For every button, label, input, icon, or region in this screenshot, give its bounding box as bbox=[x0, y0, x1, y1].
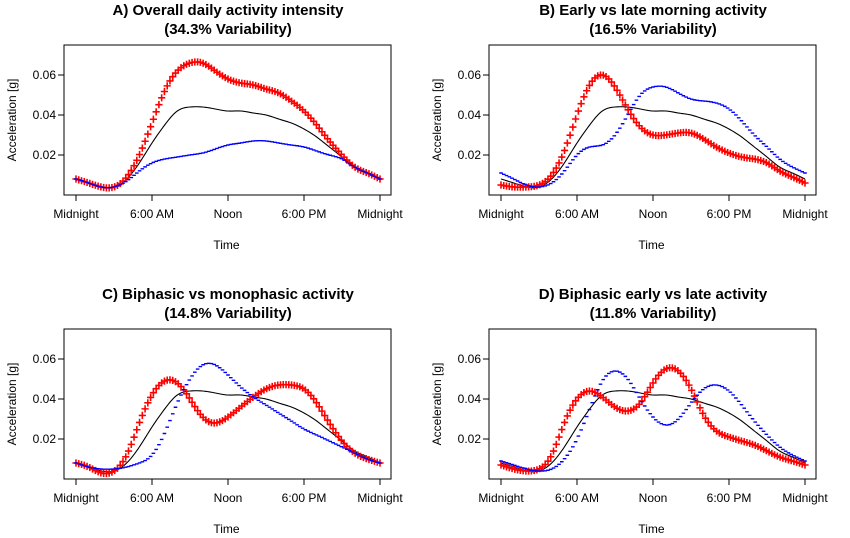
minus-markers bbox=[499, 370, 807, 472]
minus-markers bbox=[499, 85, 807, 188]
series-plus bbox=[497, 71, 809, 191]
y-axis-label: Acceleration [g] bbox=[5, 79, 19, 162]
mean-line bbox=[500, 390, 806, 473]
panel-3: C) Biphasic vs monophasic activity (14.8%… bbox=[5, 286, 403, 536]
y-tick-label: 0.04 bbox=[458, 108, 482, 122]
y-tick-label: 0.06 bbox=[33, 352, 57, 366]
plus-markers bbox=[497, 364, 809, 475]
series-plus bbox=[497, 364, 809, 475]
y-axis-label: Acceleration [g] bbox=[430, 363, 444, 446]
y-tick-label: 0.04 bbox=[458, 392, 482, 406]
y-tick-label: 0.06 bbox=[33, 68, 57, 82]
series-mean bbox=[500, 106, 806, 189]
y-tick-label: 0.04 bbox=[33, 392, 57, 406]
series-mean bbox=[75, 390, 381, 473]
x-tick-label: 6:00 AM bbox=[130, 491, 174, 505]
series-minus bbox=[499, 370, 807, 472]
x-tick-label: 6:00 PM bbox=[282, 491, 327, 505]
mean-line bbox=[75, 390, 381, 473]
series-mean bbox=[500, 390, 806, 473]
x-axis-label: Time bbox=[213, 238, 240, 252]
x-tick-label: Midnight bbox=[357, 491, 403, 505]
panel-title: A) Overall daily activity intensity bbox=[113, 2, 345, 19]
x-tick-label: 6:00 PM bbox=[282, 207, 327, 221]
plus-markers bbox=[72, 58, 384, 192]
plus-markers bbox=[497, 71, 809, 191]
y-tick-label: 0.02 bbox=[33, 148, 57, 162]
x-tick-label: 6:00 AM bbox=[555, 207, 599, 221]
panel-1: A) Overall daily activity intensity (34.3… bbox=[5, 2, 403, 252]
plot-frame bbox=[488, 44, 817, 196]
x-tick-label: Midnight bbox=[782, 207, 828, 221]
x-tick-label: 6:00 PM bbox=[707, 491, 752, 505]
x-tick-label: Midnight bbox=[782, 491, 828, 505]
x-tick-label: Midnight bbox=[478, 491, 524, 505]
series-minus bbox=[499, 85, 807, 188]
y-tick-label: 0.02 bbox=[458, 432, 482, 446]
x-tick-label: Noon bbox=[214, 491, 243, 505]
y-tick-label: 0.02 bbox=[458, 148, 482, 162]
series-mean bbox=[75, 106, 381, 189]
plot-frame bbox=[63, 328, 392, 480]
y-axis-label: Acceleration [g] bbox=[5, 363, 19, 446]
x-tick-label: Midnight bbox=[53, 207, 99, 221]
panel-subtitle: (34.3% Variability) bbox=[164, 21, 292, 38]
panel-subtitle: (16.5% Variability) bbox=[589, 21, 717, 38]
panel-title: C) Biphasic vs monophasic activity bbox=[102, 286, 354, 303]
plot-frame bbox=[63, 44, 392, 196]
mean-line bbox=[500, 106, 806, 189]
panel-subtitle: (11.8% Variability) bbox=[590, 305, 717, 322]
panel-2: B) Early vs late morning activity (16.5% … bbox=[430, 2, 828, 252]
x-tick-label: Midnight bbox=[478, 207, 524, 221]
mean-line bbox=[75, 106, 381, 189]
plot-frame bbox=[488, 328, 817, 480]
y-tick-label: 0.06 bbox=[458, 352, 482, 366]
y-axis-label: Acceleration [g] bbox=[430, 79, 444, 162]
panel-subtitle: (14.8% Variability) bbox=[164, 305, 292, 322]
x-tick-label: 6:00 AM bbox=[555, 491, 599, 505]
series-minus bbox=[74, 139, 382, 189]
series-plus bbox=[72, 58, 384, 192]
x-tick-label: Midnight bbox=[53, 491, 99, 505]
panel-4: D) Biphasic early vs late activity (11.8%… bbox=[430, 286, 828, 536]
x-tick-label: Noon bbox=[639, 491, 668, 505]
x-axis-label: Time bbox=[638, 238, 665, 252]
minus-markers bbox=[74, 362, 382, 470]
x-tick-label: 6:00 AM bbox=[130, 207, 174, 221]
x-tick-label: 6:00 PM bbox=[707, 207, 752, 221]
y-tick-label: 0.02 bbox=[33, 432, 57, 446]
panel-title: D) Biphasic early vs late activity bbox=[539, 286, 768, 303]
x-axis-label: Time bbox=[638, 522, 665, 536]
y-tick-label: 0.06 bbox=[458, 68, 482, 82]
x-tick-label: Noon bbox=[214, 207, 243, 221]
series-plus bbox=[72, 376, 384, 478]
x-axis-label: Time bbox=[213, 522, 240, 536]
y-tick-label: 0.04 bbox=[33, 108, 57, 122]
x-tick-label: Noon bbox=[639, 207, 668, 221]
panel-title: B) Early vs late morning activity bbox=[539, 2, 767, 19]
series-minus bbox=[74, 362, 382, 470]
x-tick-label: Midnight bbox=[357, 207, 403, 221]
plus-markers bbox=[72, 376, 384, 478]
minus-markers bbox=[74, 139, 382, 189]
